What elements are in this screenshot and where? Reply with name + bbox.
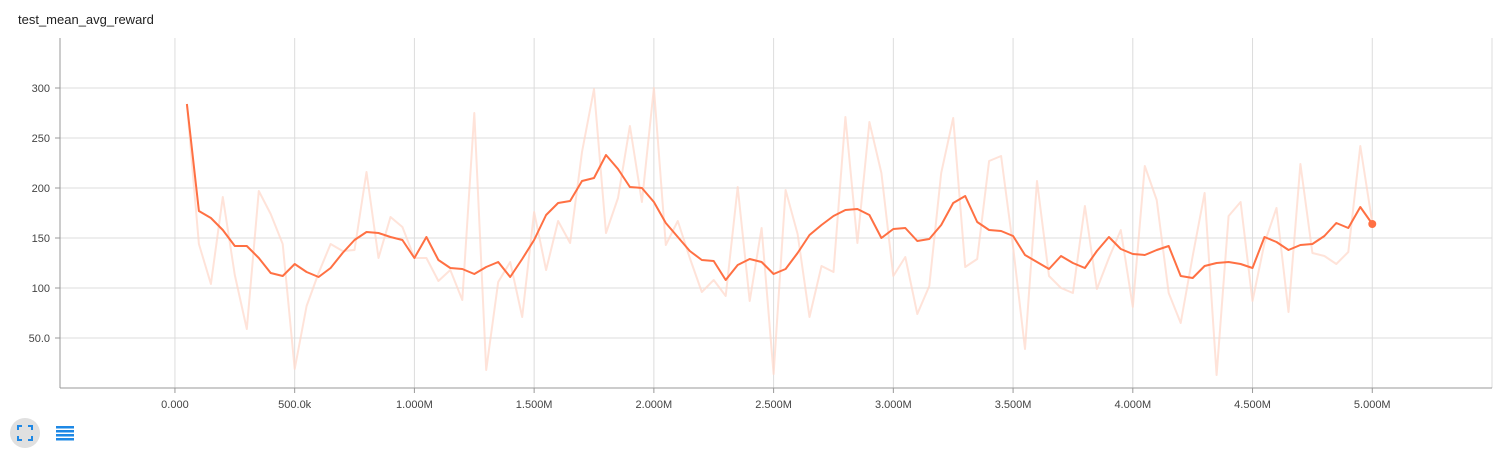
y-tick-label: 150 [32,233,50,245]
series-layer [185,87,1377,376]
line-chart: 0.000 500.0k 1.000M 1.500M 2.000M 2.500M 3.000… [29,38,1493,410]
chart-toolbar [10,418,80,448]
x-tick-label: 1.000M [396,399,433,410]
last-point-marker [1368,220,1377,228]
raw-series-line [185,87,1374,376]
y-tick-label: 300 [32,83,50,95]
y-tick-label: 250 [32,133,50,145]
y-tick-label: 100 [32,283,50,295]
smoothed-series-line [185,103,1374,281]
expand-button[interactable] [10,418,40,448]
axes [59,38,1492,389]
x-axis-ticks: 0.000 500.0k 1.000M 1.500M 2.000M 2.500M 3.000… [161,388,1391,410]
y-tick-label: 200 [32,183,50,195]
chart-title: test_mean_avg_reward [18,12,154,27]
y-tick-label: 50.0 [29,333,50,345]
toggle-data-button[interactable] [50,418,80,448]
x-tick-label: 500.0k [278,399,312,410]
x-tick-label: 1.500M [516,399,553,410]
expand-icon [17,425,33,441]
x-tick-label: 4.500M [1234,399,1271,410]
y-axis-ticks: 50.0 100 150 200 250 300 [29,83,60,345]
x-tick-label: 4.000M [1114,399,1151,410]
x-tick-label: 0.000 [161,399,189,410]
x-tick-label: 3.000M [875,399,912,410]
x-tick-label: 2.000M [636,399,673,410]
x-tick-label: 5.000M [1354,399,1391,410]
x-tick-label: 2.500M [755,399,792,410]
x-tick-label: 3.500M [995,399,1032,410]
list-icon [56,426,74,441]
